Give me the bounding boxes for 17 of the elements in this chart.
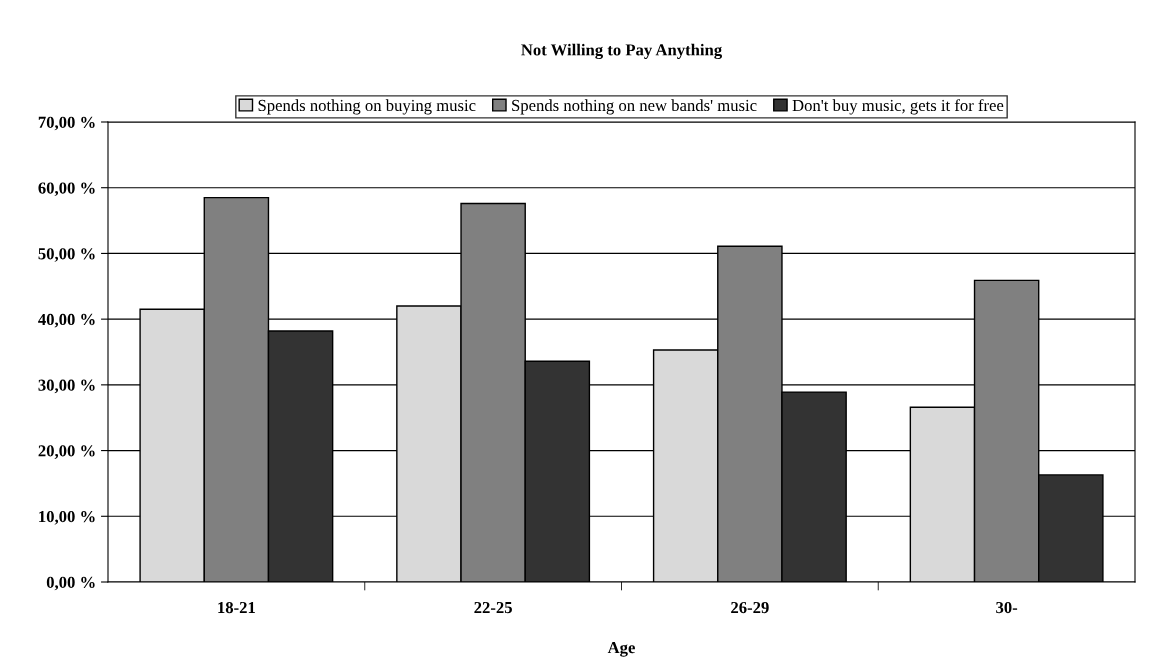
legend-label: Spends nothing on new bands' music: [512, 99, 757, 115]
x-axis-title: Age: [607, 641, 635, 657]
y-tick-label: 70,00 %: [38, 116, 95, 131]
y-tick-label: 10,00 %: [39, 510, 95, 525]
chart-title: Not Willing to Pay Anything: [521, 43, 722, 60]
x-tick-label: 18-21: [218, 601, 255, 614]
x-tick-label: 22-25: [474, 601, 512, 614]
y-tick-label: 50,00 %: [38, 248, 95, 262]
y-tick-label: 0,00 %: [46, 576, 95, 591]
y-tick-label: 30,00 %: [38, 379, 95, 394]
legend-label: Don't buy music, gets it for free: [792, 99, 1004, 115]
legend-label: Spends nothing on buying music: [258, 99, 476, 115]
y-tick-label: 60,00 %: [38, 182, 95, 197]
y-tick-label: 40,00 %: [38, 313, 95, 328]
y-tick-label: 20,00 %: [38, 445, 95, 459]
x-tick-label: 30-: [996, 601, 1018, 614]
x-tick-label: 26-29: [731, 601, 769, 614]
